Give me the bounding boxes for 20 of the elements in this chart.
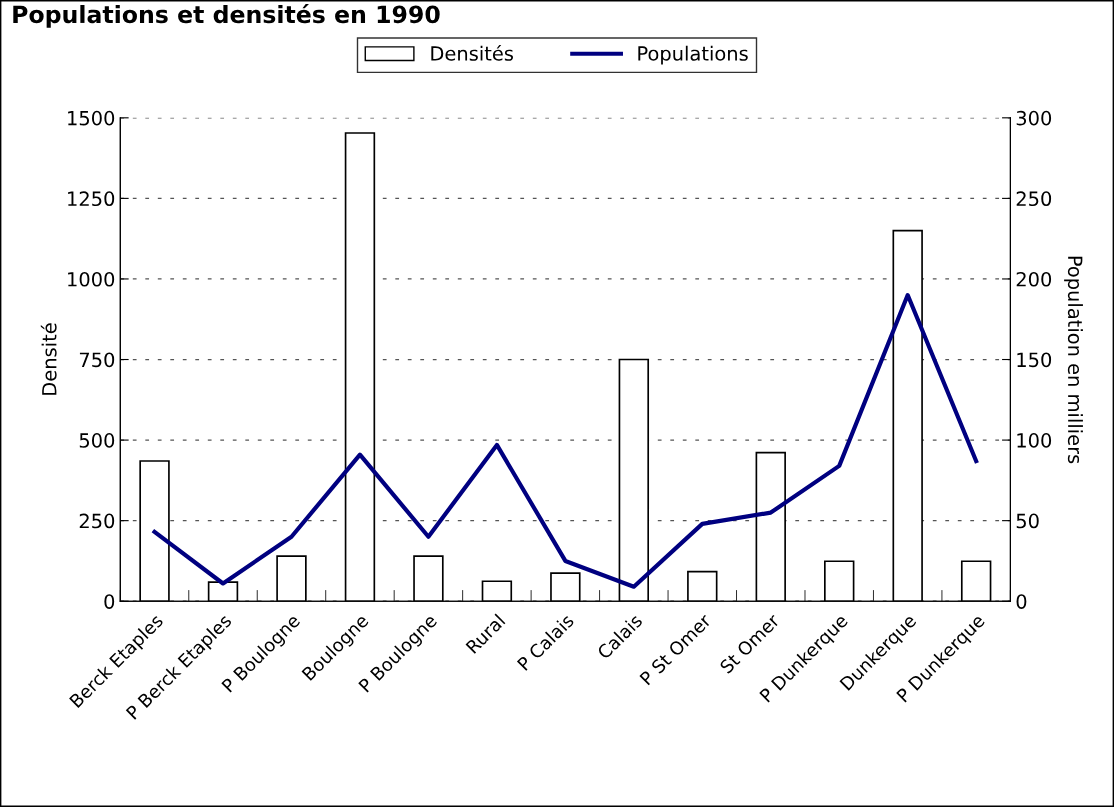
legend-label: Densités: [431, 44, 513, 61]
chart-title: Populations et densités en 1990: [13, 4, 440, 28]
y-tick-label: 1000: [68, 271, 115, 287]
legend-label: Populations: [638, 45, 748, 65]
y2-tick-label: 150: [1017, 352, 1052, 368]
y2-tick-label: 0: [1016, 594, 1027, 609]
y2-tick-label: 200: [1016, 271, 1052, 287]
y-tick-label: 500: [79, 433, 115, 448]
y-tick-label: 0: [104, 594, 115, 609]
y-axis-title: Densité: [40, 323, 57, 395]
y2-tick-label: 50: [1016, 513, 1039, 529]
y2-tick-label: 250: [1016, 191, 1052, 207]
y2-tick-label: 100: [1017, 433, 1052, 448]
y2-tick-label: 300: [1016, 110, 1052, 126]
y-tick-label: 1250: [68, 191, 115, 207]
line-series: [152, 292, 979, 589]
y-tick-label: 750: [79, 352, 115, 368]
y-tick-label: 250: [79, 513, 115, 529]
y-tick-label: 1500: [68, 110, 115, 126]
y2-axis-title: Population en milliers: [1064, 256, 1083, 464]
